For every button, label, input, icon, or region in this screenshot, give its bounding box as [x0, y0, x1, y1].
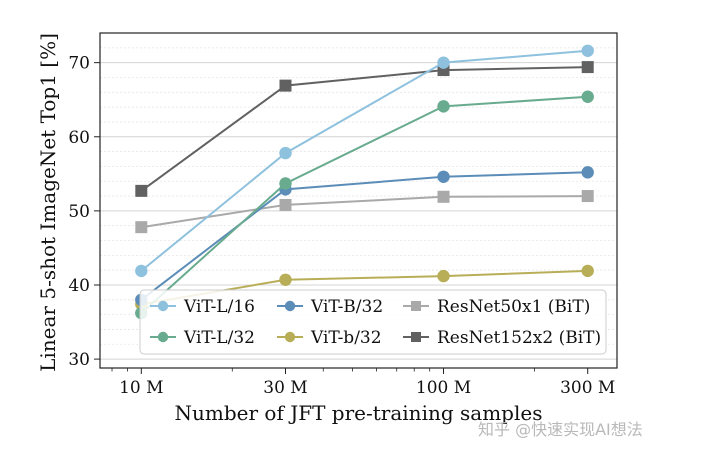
- legend-label: ViT-B/32: [310, 297, 383, 317]
- data-point: [279, 79, 292, 92]
- data-point: [581, 44, 594, 57]
- data-point: [279, 177, 292, 190]
- y-axis-label: Linear 5-shot ImageNet Top1 [%]: [36, 33, 60, 372]
- data-point: [135, 264, 148, 278]
- data-point: [581, 264, 594, 278]
- y-tick-label: 60: [68, 128, 90, 148]
- legend-label: ResNet50x1 (BiT): [437, 297, 590, 317]
- series-line: [140, 49, 588, 272]
- data-point: [581, 166, 594, 179]
- ticks: 30 40 50 60 70 10 M 30 M 100 M 300 M: [68, 54, 615, 398]
- legend-marker: [411, 301, 421, 311]
- series-0: [135, 44, 594, 278]
- y-tick-label: 30: [68, 350, 90, 370]
- legend-item: ResNet50x1 (BiT): [403, 297, 590, 317]
- legend-marker: [284, 300, 296, 312]
- legend-marker: [157, 300, 169, 312]
- legend-marker: [157, 331, 169, 343]
- watermark: 知乎 @快速实现AI想法: [478, 420, 643, 439]
- grid: [100, 47, 617, 360]
- data-point: [279, 146, 292, 160]
- series-line: [140, 66, 588, 192]
- x-tick-label: 100 M: [416, 378, 471, 398]
- data-point: [581, 90, 594, 103]
- legend-label: ViT-b/32: [310, 328, 382, 348]
- legend-marker: [284, 331, 296, 343]
- data-point: [437, 56, 450, 69]
- x-tick-label: 300 M: [560, 378, 615, 398]
- legend-item: ResNet152x2 (BiT): [403, 328, 601, 348]
- series-layer: [135, 44, 594, 320]
- data-point: [581, 61, 594, 74]
- data-point: [437, 190, 450, 203]
- data-point: [279, 273, 292, 287]
- legend-item: ViT-L/32: [150, 328, 255, 348]
- legend-item: ViT-B/32: [277, 297, 383, 317]
- data-point: [135, 184, 148, 197]
- legend-marker: [411, 332, 421, 342]
- legend-label: ViT-L/16: [183, 297, 255, 317]
- data-point: [437, 170, 450, 183]
- legend: ViT-L/16 ViT-L/32 ViT-B/32 ViT-b/32 ResNet50…: [139, 289, 607, 355]
- x-tick-label: 10 M: [119, 378, 163, 398]
- data-point: [437, 269, 450, 283]
- y-tick-label: 40: [68, 276, 90, 296]
- legend-item: ViT-b/32: [277, 328, 382, 348]
- data-point: [581, 190, 594, 203]
- x-axis-label: Number of JFT pre-training samples: [175, 401, 543, 425]
- series-5: [135, 61, 594, 197]
- legend-item: ViT-L/16: [150, 297, 255, 317]
- legend-label: ResNet152x2 (BiT): [437, 328, 601, 348]
- y-tick-label: 70: [68, 54, 90, 74]
- series-4: [135, 190, 594, 234]
- data-point: [135, 221, 148, 234]
- series-line: [140, 95, 588, 314]
- series-line: [140, 171, 588, 301]
- plot-frame: [99, 32, 618, 369]
- y-tick-label: 50: [68, 202, 90, 222]
- x-tick-label: 30 M: [263, 378, 307, 398]
- legend-label: ViT-L/32: [183, 328, 255, 348]
- legend-box: [139, 289, 607, 355]
- series-line: [141, 195, 588, 229]
- data-point: [437, 100, 450, 113]
- data-point: [279, 198, 292, 211]
